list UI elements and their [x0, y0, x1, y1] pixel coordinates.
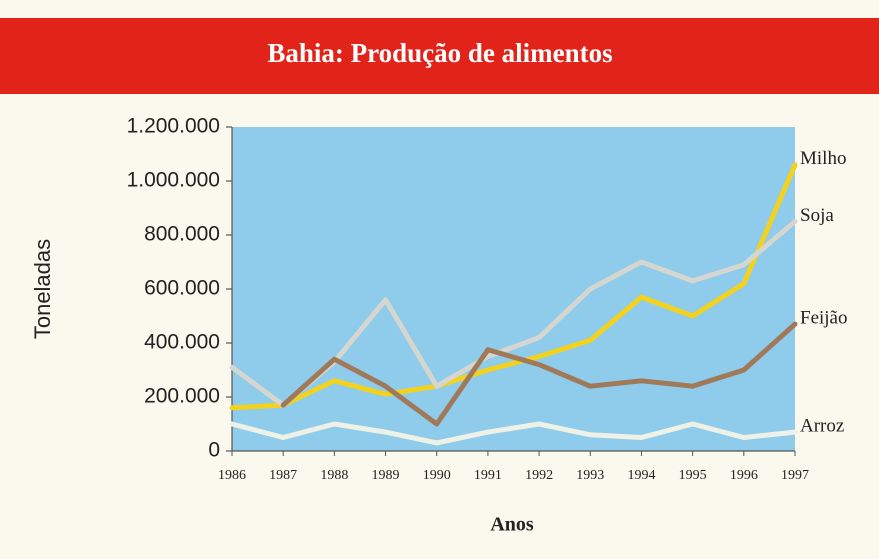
y-tick-label: 600.000 — [144, 277, 220, 300]
x-tick-label: 1994 — [627, 468, 655, 483]
x-tick-label: 1997 — [781, 468, 809, 483]
series-label: Feijão — [800, 307, 848, 328]
y-tick-label: 400.000 — [144, 331, 220, 354]
x-tick-label: 1989 — [372, 468, 400, 483]
x-tick-label: 1992 — [525, 468, 553, 483]
x-tick-label: 1993 — [576, 468, 604, 483]
x-tick-label: 1986 — [218, 468, 246, 483]
series-label: Arroz — [800, 415, 844, 436]
y-tick-label: 200.000 — [144, 385, 220, 408]
series-label: Milho — [800, 148, 846, 169]
x-axis-label: Anos — [490, 514, 534, 536]
y-tick-label: 1.200.000 — [127, 115, 220, 138]
title-bar — [0, 18, 879, 94]
plot-area — [232, 127, 795, 451]
x-tick-label: 1988 — [320, 468, 348, 483]
series-line — [229, 162, 798, 411]
x-tick-label: 1991 — [474, 468, 502, 483]
y-tick-label: 800.000 — [144, 223, 220, 246]
y-axis-label: Toneladas — [30, 239, 55, 339]
series-line — [229, 421, 798, 446]
x-tick-label: 1995 — [679, 468, 707, 483]
x-tick-label: 1987 — [269, 468, 297, 483]
series-label: Soja — [800, 205, 834, 226]
y-tick-label: 0 — [208, 439, 220, 462]
x-tick-label: 1990 — [423, 468, 451, 483]
y-tick-label: 1.000.000 — [127, 169, 220, 192]
series-line — [280, 321, 798, 427]
chart-title: Bahia: Produção de alimentos — [267, 38, 612, 68]
x-tick-label: 1996 — [730, 468, 758, 483]
